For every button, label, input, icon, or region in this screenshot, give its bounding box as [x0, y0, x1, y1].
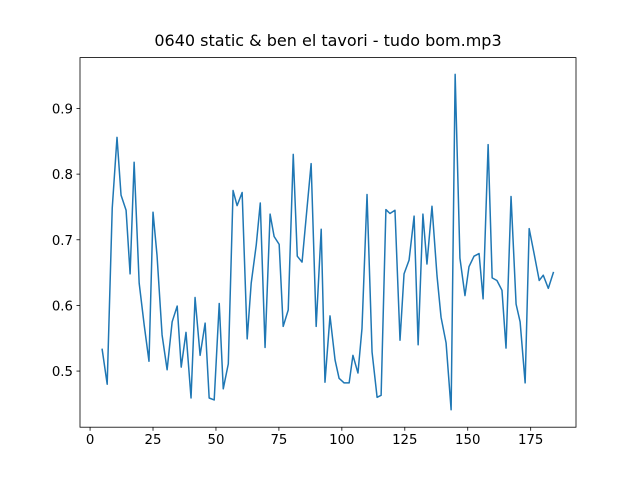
- x-tick-label: 0: [86, 433, 94, 448]
- y-tick-label: 0.7: [52, 234, 73, 249]
- x-tick-label: 25: [145, 433, 162, 448]
- line: [101, 73, 555, 411]
- plot-frame: [79, 57, 577, 428]
- y-tick-label: 0.9: [52, 102, 73, 117]
- y-tick-label: 0.6: [52, 299, 73, 314]
- x-tick-label: 125: [392, 433, 417, 448]
- x-tick-label: 175: [518, 433, 543, 448]
- x-tick-label: 100: [329, 433, 354, 448]
- x-tick-label: 75: [270, 433, 287, 448]
- y-tick-label: 0.5: [52, 365, 73, 380]
- x-tick-label: 150: [455, 433, 480, 448]
- x-tick-label: 50: [207, 433, 224, 448]
- y-tick-label: 0.8: [52, 168, 73, 183]
- chart-title: 0640 static & ben el tavori - tudo bom.m…: [154, 31, 501, 50]
